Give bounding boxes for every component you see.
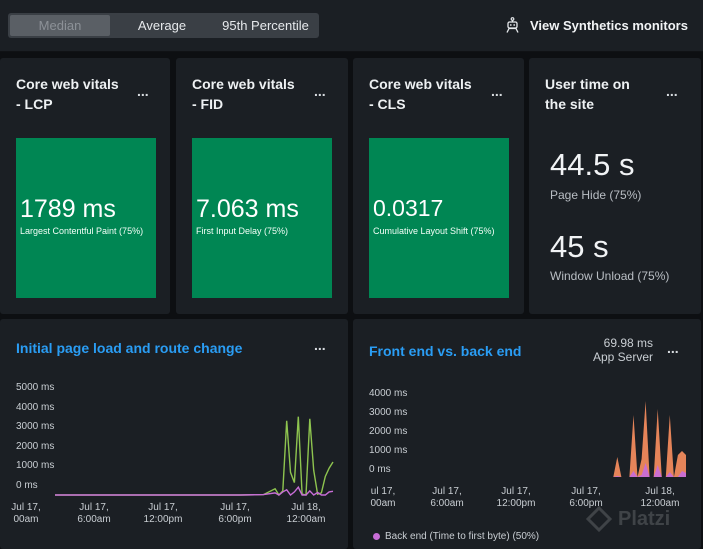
lcp-card: Core web vitals - LCP ... 1789 ms Largest… [0,58,170,314]
cls-card: Core web vitals - CLS ... 0.0317 Cumulati… [353,58,524,314]
window-unload-label: Window Unload (75%) [550,269,670,283]
cls-card-title: Core web vitals - CLS [369,76,472,112]
y-tick: 5000 ms [16,382,55,393]
x-tick: ul 17, 00am [370,486,396,509]
x-tick: Jul 17, 6:00am [430,486,464,509]
cls-billboard: 0.0317 Cumulative Layout Shift (75%) [369,138,509,298]
series-area[interactable] [383,401,686,477]
x-tick: Jul 17, 00am [11,502,41,525]
fid-value: 7.063 ms [196,195,299,223]
fid-card-menu-button[interactable]: ... [314,83,326,99]
cls-value: 0.0317 [373,195,444,221]
frontend-backend-chart-title: Front end vs. back end [369,343,522,359]
series-line[interactable] [55,416,334,497]
backend-legend-label: Back end (Time to first byte) (50%) [385,531,540,542]
x-tick: Jul 17, 12:00pm [143,502,183,525]
page-hide-value: 44.5 s [550,147,635,182]
frontend-backend-chart-card: Front end vs. back end 69.98 ms App Serv… [353,319,701,549]
cls-label: Cumulative Layout Shift (75%) [373,226,495,236]
aggregation-segmented-control: Median Average 95th Percentile [8,13,319,38]
y-tick: 2000 ms [16,441,55,452]
frontend-backend-area-chart[interactable] [353,319,701,549]
x-tick: Jul 18, 12:00am [286,502,326,525]
x-tick: Jul 18, 12:00am [640,486,680,509]
x-tick: Jul 17, 6:00am [77,502,111,525]
average-option[interactable]: Average [137,18,187,33]
user-time-card-title: User time on the site [545,76,630,112]
y-tick: 3000 ms [369,407,408,418]
page-load-chart-menu-button[interactable]: ... [314,337,326,353]
95th-percentile-option[interactable]: 95th Percentile [222,18,309,33]
fid-card-title: Core web vitals - FID [192,76,295,112]
median-option[interactable]: Median [10,15,110,36]
lcp-label: Largest Contentful Paint (75%) [20,226,144,236]
y-tick: 4000 ms [369,388,408,399]
frontend-backend-chart-menu-button[interactable]: ... [667,340,679,356]
lcp-card-menu-button[interactable]: ... [137,83,149,99]
x-tick: Jul 17, 6:00pm [218,502,252,525]
platzi-logo-icon [586,506,612,532]
lcp-billboard: 1789 ms Largest Contentful Paint (75%) [16,138,156,298]
series-line[interactable] [55,485,334,497]
backend-legend-swatch [373,533,380,540]
view-synthetics-monitors-link[interactable]: View Synthetics monitors [505,17,688,33]
y-tick: 3000 ms [16,421,55,432]
page-hide-label: Page Hide (75%) [550,188,642,202]
y-tick: 0 ms [16,480,38,491]
y-tick: 4000 ms [16,402,55,413]
app-server-summary: 69.98 ms App Server [592,336,653,364]
x-tick: Jul 17, 12:00pm [496,486,536,509]
window-unload-value: 45 s [550,229,609,264]
cls-card-menu-button[interactable]: ... [491,83,503,99]
toolbar: Median Average 95th Percentile View Synt… [0,0,703,52]
page-load-line-chart[interactable] [0,319,348,549]
robot-icon [506,17,519,33]
fid-billboard: 7.063 ms First Input Delay (75%) [192,138,332,298]
x-tick: Jul 17, 6:00pm [569,486,603,509]
page-load-chart-card: Initial page load and route change ... 5… [0,319,348,549]
fid-label: First Input Delay (75%) [196,226,289,236]
y-tick: 0 ms [369,464,391,475]
y-tick: 1000 ms [369,445,408,456]
lcp-value: 1789 ms [20,195,116,223]
user-time-card-menu-button[interactable]: ... [666,83,678,99]
y-tick: 2000 ms [369,426,408,437]
user-time-card: User time on the site ... 44.5 s Page Hid… [529,58,701,314]
synthetics-link-label: View Synthetics monitors [530,17,688,33]
y-tick: 1000 ms [16,460,55,471]
platzi-watermark: Platzi [586,506,670,532]
lcp-card-title: Core web vitals - LCP [16,76,119,112]
series-area[interactable] [383,463,686,477]
fid-card: Core web vitals - FID ... 7.063 ms First … [176,58,348,314]
chart-legend[interactable]: Back end (Time to first byte) (50%) [373,531,539,542]
page-load-chart-title: Initial page load and route change [16,340,243,356]
